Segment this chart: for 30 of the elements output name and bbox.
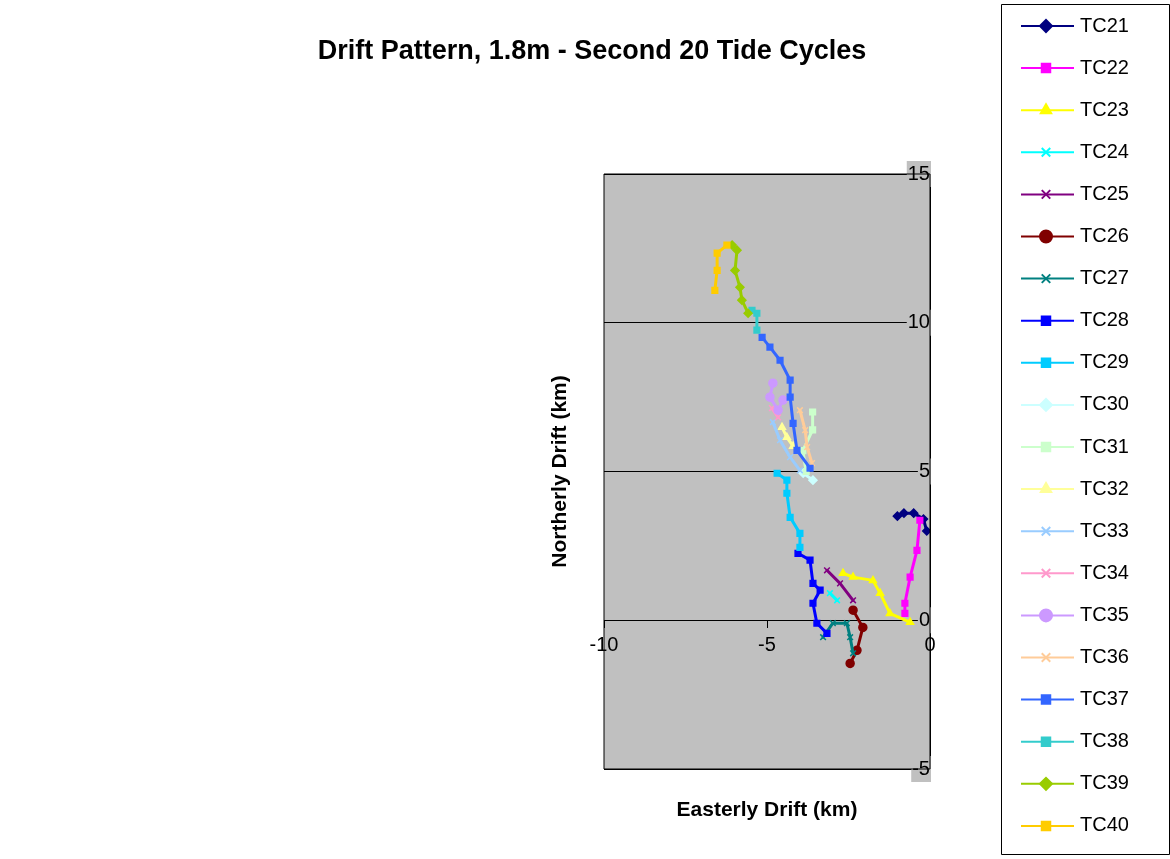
y-tick-label: 15 bbox=[907, 161, 930, 184]
legend-label: TC32 bbox=[1080, 476, 1129, 499]
legend-label: TC36 bbox=[1080, 645, 1129, 668]
legend-label: TC25 bbox=[1080, 181, 1129, 204]
legend-label: TC24 bbox=[1080, 139, 1129, 162]
legend-label: TC23 bbox=[1080, 97, 1129, 120]
legend-label: TC22 bbox=[1080, 55, 1129, 78]
y-tick-label: 0 bbox=[918, 607, 930, 630]
x-tick-label: -5 bbox=[758, 632, 776, 655]
legend-label: TC31 bbox=[1080, 434, 1129, 457]
y-tick-label: 5 bbox=[918, 459, 930, 482]
legend-label: TC26 bbox=[1080, 224, 1129, 247]
legend-label: TC37 bbox=[1080, 687, 1129, 710]
legend-label: TC30 bbox=[1080, 392, 1129, 415]
legend-label: TC38 bbox=[1080, 729, 1129, 752]
legend-label: TC27 bbox=[1080, 266, 1129, 289]
legend-label: TC21 bbox=[1080, 13, 1129, 36]
y-tick-label: 10 bbox=[907, 310, 930, 333]
x-axis-title: Easterly Drift (km) bbox=[676, 796, 858, 820]
legend-label: TC35 bbox=[1080, 602, 1129, 625]
legend-label: TC39 bbox=[1080, 771, 1129, 794]
y-tick-label: -5 bbox=[912, 756, 930, 779]
legend-label: TC34 bbox=[1080, 560, 1129, 583]
legend-label: TC33 bbox=[1080, 518, 1129, 541]
x-tick-label: -10 bbox=[589, 632, 619, 655]
legend-label: TC40 bbox=[1080, 813, 1129, 836]
legend-label: TC29 bbox=[1080, 350, 1129, 373]
y-axis-title: Northerly Drift (km) bbox=[546, 375, 570, 568]
chart-title: Drift Pattern, 1.8m - Second 20 Tide Cycles bbox=[317, 35, 867, 66]
legend-label: TC28 bbox=[1080, 308, 1129, 331]
